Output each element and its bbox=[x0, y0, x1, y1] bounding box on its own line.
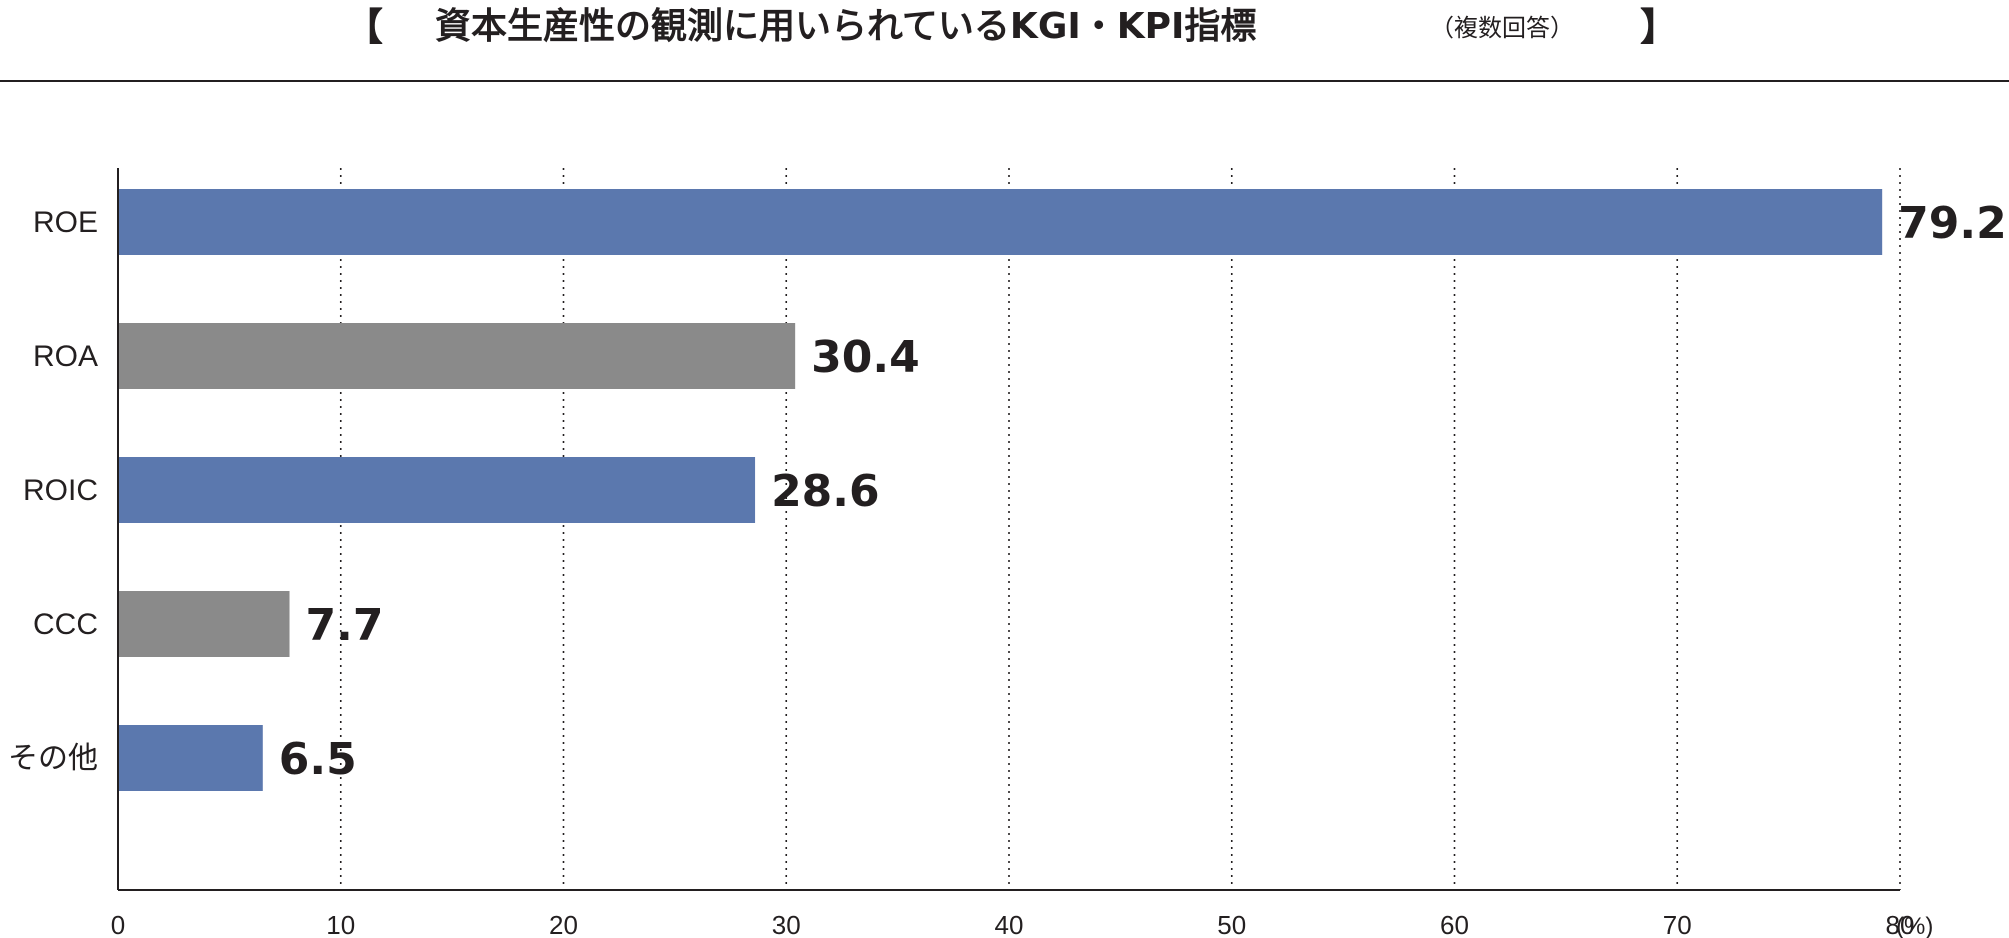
value-label: 79.2 bbox=[1898, 198, 2007, 249]
category-labels: ROE ROA ROIC CCC その他 bbox=[8, 206, 98, 775]
bars bbox=[118, 189, 1883, 791]
x-tick-label: 50 bbox=[1217, 910, 1246, 938]
title-subtitle: （複数回答） bbox=[1430, 14, 1574, 42]
value-label: 7.7 bbox=[306, 600, 384, 651]
x-tick-labels: 0 10 20 30 40 50 60 70 80 bbox=[111, 910, 1915, 938]
x-tick-label: 40 bbox=[995, 910, 1024, 938]
category-label: ROE bbox=[33, 206, 98, 239]
value-label: 28.6 bbox=[771, 466, 880, 517]
x-tick-label: 80 bbox=[1886, 910, 1915, 938]
bar bbox=[118, 189, 1883, 255]
bar bbox=[118, 591, 290, 657]
x-tick-label: 10 bbox=[326, 910, 355, 938]
category-label: CCC bbox=[33, 608, 98, 641]
category-label: その他 bbox=[8, 742, 98, 775]
grid-lines bbox=[339, 168, 1901, 890]
bar bbox=[118, 457, 756, 523]
title-close-bracket: 】 bbox=[1640, 5, 1678, 49]
value-label: 30.4 bbox=[811, 332, 920, 383]
x-unit-label: (%) bbox=[1896, 913, 1933, 938]
title-rule bbox=[0, 80, 2009, 82]
bar bbox=[118, 323, 796, 389]
axes bbox=[117, 168, 1900, 891]
category-label: ROIC bbox=[23, 474, 98, 507]
title-text: 資本生産性の観測に用いられているKGI・KPI指標 bbox=[435, 6, 1256, 47]
x-tick-label: 0 bbox=[111, 910, 125, 938]
chart-title: 【 資本生産性の観測に用いられているKGI・KPI指標 （複数回答） 】 bbox=[345, 5, 1678, 49]
value-label: 6.5 bbox=[279, 734, 357, 785]
x-tick-label: 20 bbox=[549, 910, 578, 938]
x-tick-label: 30 bbox=[772, 910, 801, 938]
bar bbox=[118, 725, 263, 791]
x-tick-label: 70 bbox=[1663, 910, 1692, 938]
value-labels: 79.2 30.4 28.6 7.7 6.5 bbox=[279, 198, 2007, 785]
category-label: ROA bbox=[33, 340, 98, 373]
title-open-bracket: 【 bbox=[345, 5, 383, 49]
x-tick-label: 60 bbox=[1440, 910, 1469, 938]
